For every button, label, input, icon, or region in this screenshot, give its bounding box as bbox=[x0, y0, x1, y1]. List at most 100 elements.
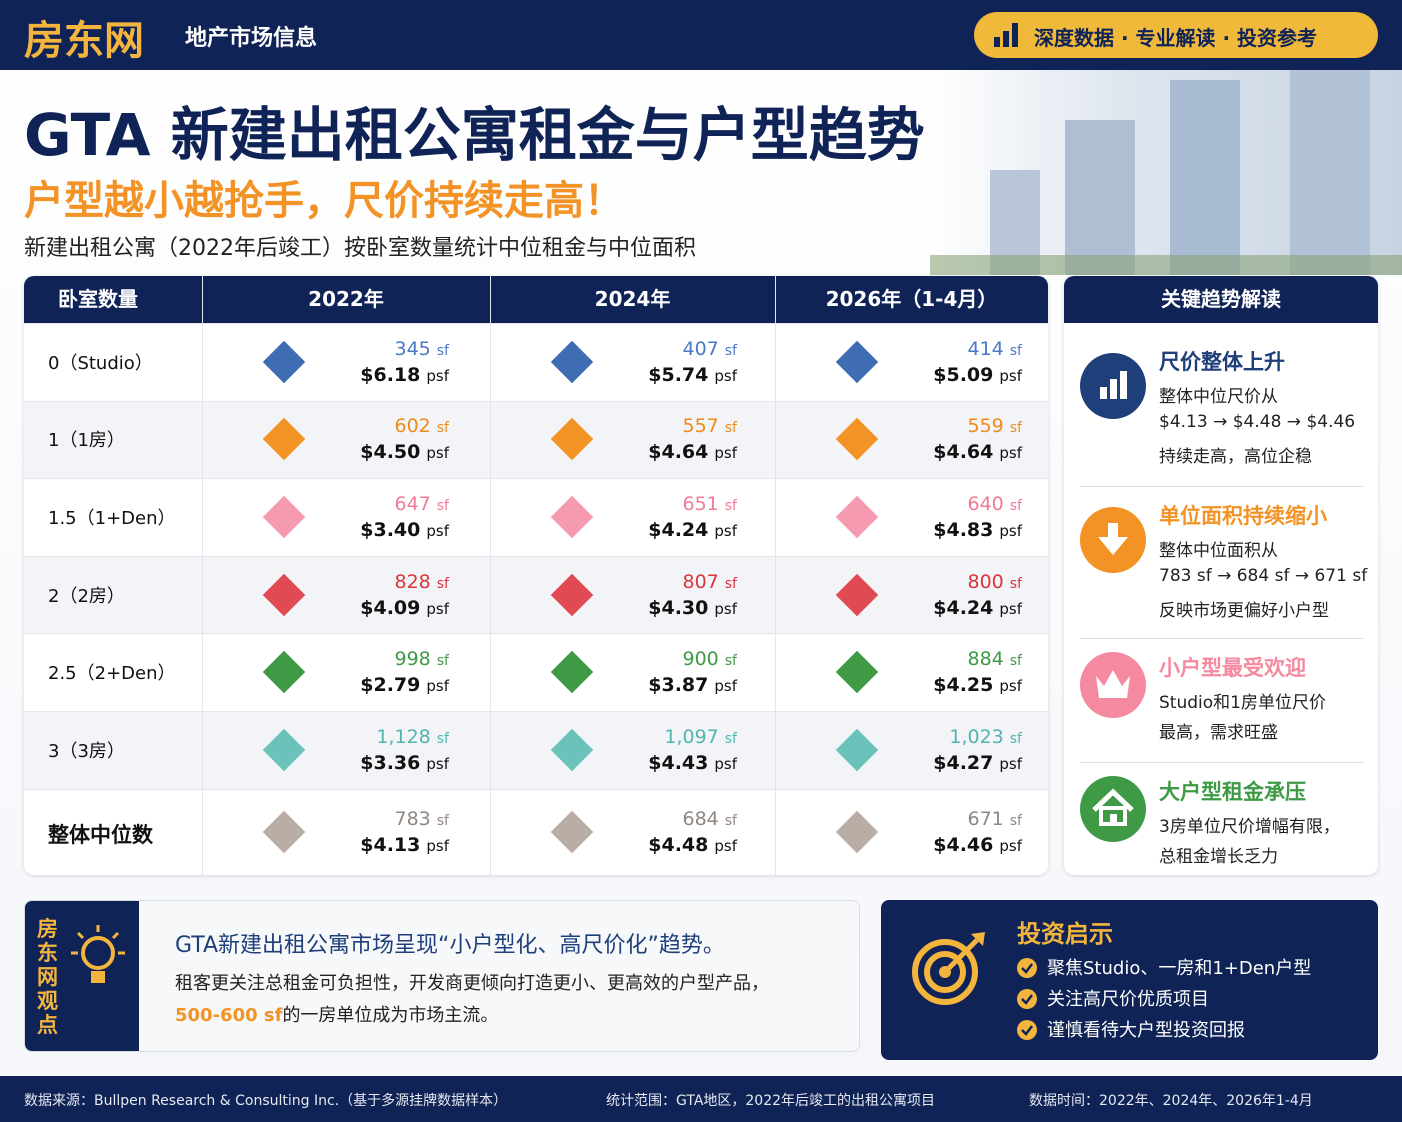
psf: $4.43 bbox=[648, 751, 709, 774]
area-line: 557 sf bbox=[620, 415, 738, 437]
area-line: 800 sf bbox=[905, 571, 1023, 593]
psf-line: $4.09 psf bbox=[312, 597, 449, 619]
trend-title: 小户型最受欢迎 bbox=[1159, 656, 1306, 680]
area-unit: sf bbox=[1009, 498, 1022, 514]
psf-unit: psf bbox=[999, 366, 1022, 385]
check-icon bbox=[1017, 1020, 1037, 1040]
insight-item: 聚焦Studio、一房和1+Den户型 bbox=[1047, 958, 1312, 979]
insight-box: 投资启示 聚焦Studio、一房和1+Den户型 关注高尺价优质项目 谨慎看待大户型… bbox=[881, 900, 1378, 1060]
area: 828 bbox=[394, 570, 431, 593]
area-line: 407 sf bbox=[620, 337, 738, 360]
psf-line: $6.18 psf bbox=[312, 364, 449, 386]
psf-unit: psf bbox=[426, 677, 449, 696]
divider bbox=[1080, 486, 1364, 487]
psf-unit: psf bbox=[999, 836, 1022, 855]
trend-title: 单位面积持续缩小 bbox=[1159, 504, 1327, 528]
area-unit: sf bbox=[436, 575, 449, 592]
psf: $4.64 bbox=[933, 441, 994, 464]
area-line: 1,128 sf bbox=[332, 726, 449, 748]
check-icon bbox=[1017, 958, 1037, 978]
logo: 房东网 bbox=[24, 18, 144, 64]
area-unit: sf bbox=[1009, 730, 1022, 747]
trend-line: 整体中位尺价从 bbox=[1159, 387, 1278, 407]
row-label: 0（Studio） bbox=[48, 352, 153, 374]
psf-unit: psf bbox=[714, 366, 737, 385]
psf-unit: psf bbox=[714, 599, 737, 618]
area-line: 998 sf bbox=[332, 648, 450, 670]
area: 651 bbox=[682, 493, 719, 515]
psf: $2.79 bbox=[360, 674, 421, 697]
area-unit: sf bbox=[436, 498, 449, 514]
psf-unit: psf bbox=[999, 522, 1022, 540]
viewpoint-body: 租客更关注总租金可负担性，开发商更倾向打造更小、更高效的户型产品， bbox=[175, 973, 769, 994]
area-unit: sf bbox=[436, 653, 449, 670]
area: 414 bbox=[967, 337, 1004, 360]
viewpoint-strip bbox=[25, 901, 139, 1051]
table-row bbox=[24, 400, 1048, 479]
area: 1,128 bbox=[376, 725, 431, 748]
badge: 深度数据 · 专业解读 · 投资参考 bbox=[974, 12, 1378, 58]
area: 640 bbox=[967, 493, 1004, 515]
psf-unit: psf bbox=[999, 444, 1022, 463]
psf-line: $4.64 psf bbox=[885, 441, 1022, 463]
skyline bbox=[930, 70, 1402, 275]
area-unit: sf bbox=[724, 420, 737, 437]
area-unit: sf bbox=[436, 812, 449, 829]
area-unit: sf bbox=[724, 730, 737, 747]
psf-line: $3.40 psf bbox=[312, 519, 449, 541]
description: 新建出租公寓（2022年后竣工）按卧室数量统计中位租金与中位面积 bbox=[24, 236, 696, 261]
table: 卧室数量 2022年 2024年 2026年（1-4月） 0（Studio） 345 sf $… bbox=[24, 276, 1048, 875]
area-unit: sf bbox=[724, 342, 737, 359]
psf: $4.27 bbox=[933, 751, 994, 774]
area-line: 1,097 sf bbox=[620, 726, 737, 748]
area: 1,023 bbox=[949, 725, 1004, 748]
area: 407 bbox=[682, 337, 719, 360]
title: GTA 新建出租公寓租金与户型趋势 bbox=[24, 101, 925, 169]
column-divider bbox=[775, 276, 776, 875]
column-header: 2026年（1-4月） bbox=[825, 287, 998, 311]
area-line: 640 sf bbox=[905, 493, 1023, 515]
footer-bar bbox=[0, 1076, 1402, 1122]
area-unit: sf bbox=[1009, 575, 1022, 592]
area-line: 884 sf bbox=[905, 648, 1023, 670]
psf-line: $4.83 psf bbox=[885, 519, 1022, 541]
table-header bbox=[24, 276, 1048, 323]
check-icon bbox=[1017, 989, 1037, 1009]
divider bbox=[1080, 762, 1364, 763]
area-line: 647 sf bbox=[332, 493, 450, 515]
row-label: 整体中位数 bbox=[48, 822, 153, 847]
insight-item: 关注高尺价优质项目 bbox=[1047, 989, 1209, 1010]
psf: $4.24 bbox=[933, 596, 994, 619]
area: 807 bbox=[682, 570, 719, 593]
table-row bbox=[24, 323, 1048, 401]
psf-line: $4.24 psf bbox=[600, 519, 737, 541]
psf: $6.18 bbox=[360, 363, 421, 386]
trend-title: 大户型租金承压 bbox=[1159, 780, 1306, 804]
row-label: 1（1房） bbox=[48, 430, 125, 452]
area-line: 345 sf bbox=[332, 338, 450, 360]
psf-unit: psf bbox=[426, 522, 449, 540]
psf-line: $4.50 psf bbox=[312, 441, 449, 463]
column-header: 2024年 bbox=[594, 287, 671, 311]
psf-unit: psf bbox=[426, 366, 449, 385]
psf: $5.09 bbox=[933, 363, 994, 386]
table-row bbox=[24, 633, 1048, 711]
area: 783 bbox=[394, 807, 431, 830]
trend-icon bbox=[1080, 507, 1146, 573]
psf-unit: psf bbox=[426, 444, 449, 463]
trend-icon bbox=[1080, 353, 1146, 419]
table-row bbox=[24, 555, 1048, 634]
area: 647 bbox=[394, 493, 431, 515]
psf-line: $4.30 psf bbox=[600, 597, 737, 619]
area: 602 bbox=[394, 415, 431, 438]
area-unit: sf bbox=[436, 420, 449, 437]
psf-unit: psf bbox=[999, 599, 1022, 618]
area-line: 783 sf bbox=[332, 807, 450, 830]
area-line: 684 sf bbox=[620, 808, 738, 830]
area-unit: sf bbox=[724, 812, 737, 829]
psf-line: $4.46 psf bbox=[885, 834, 1022, 856]
area-line: 671 sf bbox=[905, 808, 1023, 830]
area-line: 651 sf bbox=[620, 493, 738, 515]
viewpoint-body-end: 的一房单位成为市场主流。 bbox=[282, 1005, 499, 1026]
area-line: 559 sf bbox=[905, 415, 1023, 437]
